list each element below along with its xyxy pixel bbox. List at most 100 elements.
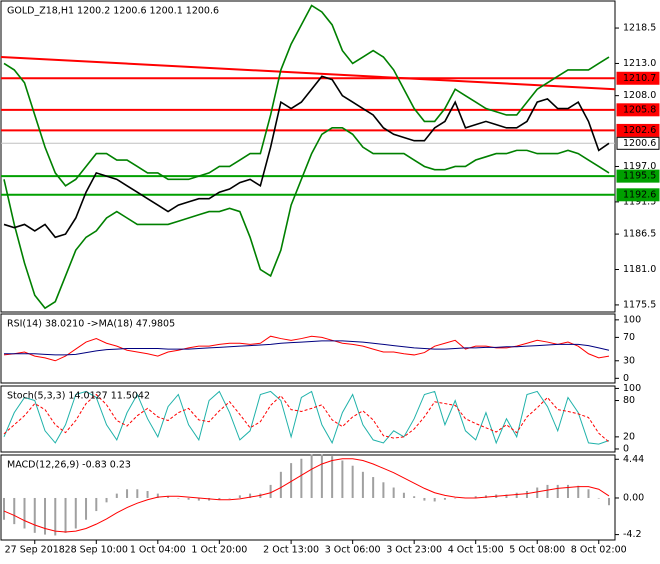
y-tick-label: 1186.5 <box>623 229 656 240</box>
histogram-bar <box>525 491 528 498</box>
histogram-bar <box>546 484 549 498</box>
series-line <box>4 340 610 356</box>
histogram-bar <box>13 497 16 525</box>
histogram-bar <box>105 497 108 503</box>
y-tick-label: 1175.5 <box>623 299 656 310</box>
histogram-bar <box>146 491 149 498</box>
series-line <box>3 393 610 443</box>
y-tick-label: 100 <box>623 383 641 394</box>
histogram-bar <box>433 497 436 502</box>
histogram-bar <box>351 465 354 498</box>
histogram-bar <box>279 471 282 498</box>
histogram-bar <box>300 458 303 498</box>
series-line <box>3 4 610 187</box>
panel-title: MACD(12,26,9) -0.83 0.23 <box>7 460 131 471</box>
panel-title: GOLD_Z18,H1 1200.2 1200.6 1200.1 1200.6 <box>7 6 219 17</box>
histogram-bar <box>608 497 610 506</box>
histogram-bar <box>361 471 364 498</box>
y-tick-label: 1191.5 <box>623 196 656 207</box>
level-label: 1202.6 <box>623 125 656 136</box>
y-tick-label: -4.2 <box>623 529 642 540</box>
level-label: 1195.5 <box>623 171 656 182</box>
x-tick-label: 4 Oct 15:00 <box>448 545 504 556</box>
histogram-bar <box>167 496 170 498</box>
x-tick-label: 3 Oct 23:00 <box>386 545 442 556</box>
level-label-box <box>616 169 660 183</box>
x-tick-label: 1 Oct 04:00 <box>130 545 186 556</box>
histogram-bar <box>577 485 580 498</box>
y-tick-label: 4.44 <box>623 454 644 465</box>
histogram-bar <box>187 497 190 500</box>
histogram-bar <box>382 482 385 498</box>
y-tick-label: 1208.0 <box>623 90 656 101</box>
x-tick-label: 1 Oct 20:00 <box>191 545 247 556</box>
y-tick-label: 80 <box>623 395 635 406</box>
histogram-bar <box>238 495 241 498</box>
panel-frame <box>0 0 616 313</box>
histogram-bar <box>156 493 159 498</box>
y-tick-label: 0 <box>623 373 629 384</box>
series-line <box>3 335 610 362</box>
histogram-bar <box>249 493 252 498</box>
panel-frame <box>0 313 616 384</box>
y-tick-label: 0.00 <box>623 492 644 503</box>
histogram-bar <box>454 497 457 499</box>
series-line <box>3 127 610 310</box>
histogram-bar <box>197 497 200 501</box>
level-label: 1205.8 <box>623 104 656 115</box>
level-label-box <box>616 136 660 150</box>
trend-line <box>0 56 616 91</box>
histogram-bar <box>269 484 272 498</box>
histogram-bar <box>536 487 539 498</box>
histogram-bar <box>310 454 313 498</box>
y-tick-label: 1213.0 <box>623 58 656 69</box>
x-tick-label: 27 Sep 2018 <box>5 545 65 556</box>
histogram-bar <box>597 497 600 499</box>
level-label-box <box>616 188 660 202</box>
histogram-bar <box>33 497 36 533</box>
y-tick-label: 1181.0 <box>623 264 656 275</box>
x-tick-label: 28 Sep 10:00 <box>65 545 128 556</box>
histogram-bar <box>218 497 221 500</box>
histogram-bar <box>320 454 323 498</box>
level-label: 1210.7 <box>623 73 656 84</box>
histogram-bar <box>392 487 395 498</box>
histogram-bar <box>331 456 334 498</box>
histogram-bar <box>64 497 67 533</box>
histogram-bar <box>290 463 293 498</box>
series-line <box>3 390 610 445</box>
histogram-bar <box>177 497 180 499</box>
histogram-bar <box>228 497 231 499</box>
panel-title: Stoch(5,3,3) 14.0127 11.5042 <box>7 391 150 402</box>
histogram-bar <box>515 492 518 498</box>
y-tick-label: 30 <box>623 355 635 366</box>
y-tick-label: 1197.0 <box>623 161 656 172</box>
y-tick-label: 20 <box>623 431 635 442</box>
histogram-bar <box>505 494 508 498</box>
histogram-bar <box>54 497 57 536</box>
panel-frame <box>0 385 616 453</box>
histogram-bar <box>3 497 5 520</box>
histogram-bar <box>556 484 559 498</box>
histogram-bar <box>372 477 375 498</box>
level-label-box <box>616 123 660 137</box>
series-line <box>3 75 610 239</box>
x-tick-label: 8 Oct 02:00 <box>571 545 627 556</box>
y-tick-label: 100 <box>623 314 641 325</box>
y-tick-label: 1218.5 <box>623 23 656 34</box>
histogram-bar <box>74 497 77 529</box>
histogram-bar <box>402 492 405 498</box>
x-tick-label: 5 Oct 08:00 <box>509 545 565 556</box>
histogram-bar <box>413 496 416 498</box>
histogram-bar <box>423 497 426 501</box>
series-line <box>3 458 610 533</box>
histogram-bar <box>44 497 47 535</box>
histogram-bar <box>115 493 118 498</box>
histogram-bar <box>566 484 569 498</box>
histogram-bar <box>95 497 98 512</box>
histogram-bar <box>443 497 446 500</box>
histogram-bar <box>587 489 590 498</box>
y-tick-label: 70 <box>623 332 635 343</box>
